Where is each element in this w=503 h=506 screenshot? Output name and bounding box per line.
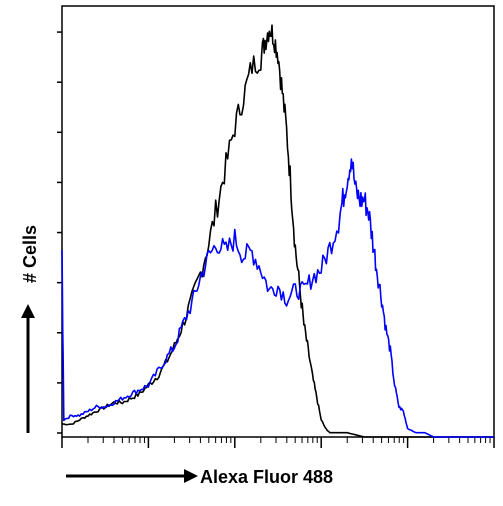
series-line-2 (61, 158, 494, 438)
plot-frame (61, 5, 495, 438)
x-axis-arrowhead (184, 469, 198, 483)
y-axis-ticks (57, 31, 62, 434)
y-axis-arrowhead (21, 304, 35, 318)
series-layer (61, 24, 494, 438)
series-line-1 (61, 24, 494, 438)
x-axis-ticks (61, 437, 495, 448)
x-axis-label: Alexa Fluor 488 (200, 467, 333, 487)
y-axis-label: # Cells (20, 225, 40, 283)
